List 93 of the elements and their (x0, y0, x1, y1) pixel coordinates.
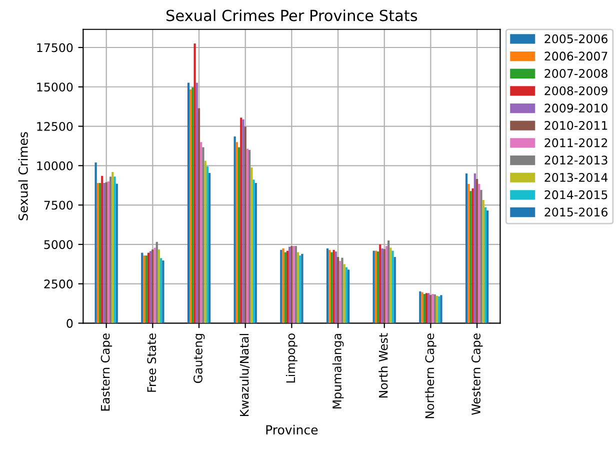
x-tick-label: Northern Cape (424, 334, 436, 418)
bar (96, 182, 99, 324)
bar (486, 210, 489, 324)
bar (109, 176, 112, 324)
bar (284, 252, 286, 324)
legend-label: 2011-2012 (544, 138, 608, 148)
bar (480, 190, 482, 324)
bar (147, 252, 150, 324)
bar (246, 148, 248, 324)
bar (390, 248, 392, 324)
legend-label: 2010-2011 (544, 120, 608, 130)
bar (478, 184, 480, 324)
bar (336, 257, 340, 324)
x-tick-label: Western Cape (472, 334, 483, 415)
bar (330, 252, 333, 324)
bar (465, 174, 468, 324)
chart-title: Sexual Crimes Per Province Stats (166, 9, 418, 22)
y-axis-title: Sexual Crimes (18, 132, 28, 220)
y-tick-label: 17500 (37, 43, 73, 52)
x-tick-label: Mpumalanga (332, 334, 344, 408)
y-tick-label: 7500 (44, 200, 73, 210)
legend-label: 2007-2008 (544, 68, 608, 78)
bar (286, 250, 289, 324)
legend-label: 2013-2014 (544, 172, 608, 182)
y-tick-label: 12500 (37, 122, 73, 131)
bar (343, 264, 346, 324)
bar (234, 136, 236, 324)
bar (339, 260, 342, 324)
bar (250, 167, 253, 324)
bar (392, 250, 394, 324)
bar (476, 179, 478, 324)
bar (112, 172, 114, 324)
bar (206, 166, 208, 324)
bar (296, 252, 300, 324)
bar (252, 180, 255, 324)
bar (385, 246, 388, 324)
bar (200, 142, 202, 324)
bar (345, 267, 348, 324)
bar (198, 108, 200, 324)
bar (482, 200, 484, 324)
bar (254, 182, 257, 324)
y-tick-label: 2500 (44, 280, 73, 288)
bar (204, 160, 206, 324)
bar (141, 252, 144, 324)
bar (376, 252, 380, 324)
legend-label: 2008-2009 (544, 86, 608, 96)
x-tick-label: Kwazulu/Natal (240, 334, 250, 416)
bar (326, 248, 329, 324)
bar (347, 270, 350, 324)
bar (436, 296, 438, 324)
bar (472, 188, 474, 324)
bar (379, 244, 382, 324)
bar (484, 207, 486, 324)
y-tick-label: 5000 (44, 240, 73, 250)
x-axis-title: Province (266, 424, 318, 435)
legend-label: 2015-2016 (544, 208, 608, 217)
x-tick-label: Eastern Cape (100, 334, 112, 411)
bar (468, 184, 470, 324)
bar (470, 191, 472, 324)
bar (202, 147, 204, 324)
bar (156, 242, 158, 324)
bar (238, 147, 240, 324)
y-tick-label: 10000 (37, 161, 73, 170)
bar (101, 176, 104, 324)
bar (341, 258, 344, 324)
bar (425, 293, 428, 324)
x-tick-label: Gauteng (194, 334, 205, 383)
bar (474, 173, 476, 324)
bar (196, 82, 198, 324)
y-tick-label: 15000 (37, 82, 73, 92)
bar (236, 142, 238, 324)
bar (94, 162, 97, 324)
bar (158, 249, 160, 324)
y-tick-label: 0 (66, 318, 73, 328)
x-tick-label: Free State (147, 334, 156, 392)
bar (328, 250, 331, 324)
x-tick-label: Limpopo (286, 334, 298, 383)
bar (388, 240, 390, 324)
bar (98, 182, 102, 324)
legend-label: 2005-2006 (544, 34, 608, 44)
bar (194, 44, 196, 324)
bar (114, 176, 116, 324)
bar (187, 82, 190, 324)
bar (244, 126, 246, 324)
legend-label: 2014-2015 (544, 190, 608, 200)
bar (394, 257, 396, 324)
legend-label: 2006-2007 (544, 52, 608, 61)
legend-label: 2012-2013 (544, 156, 608, 165)
bar (248, 150, 251, 324)
legend-label: 2009-2010 (544, 104, 608, 113)
bar (208, 173, 211, 324)
x-tick-label: North West (378, 333, 388, 398)
bar (116, 184, 118, 324)
